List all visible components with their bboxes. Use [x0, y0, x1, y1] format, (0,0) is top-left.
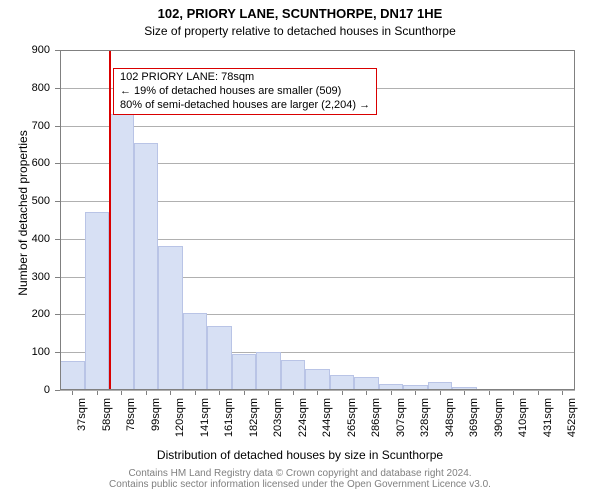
x-tick-label: 307sqm [395, 398, 407, 437]
x-tick-label: 244sqm [321, 398, 333, 437]
bar [354, 377, 379, 390]
chart-subtitle: Size of property relative to detached ho… [0, 24, 600, 38]
x-tick-label: 431sqm [542, 398, 554, 437]
bar [305, 369, 330, 390]
x-tick-label: 182sqm [248, 398, 260, 437]
x-tick-label: 161sqm [223, 398, 235, 437]
bar [403, 385, 428, 390]
y-tick-label: 800 [0, 82, 50, 94]
x-tick-label: 369sqm [468, 398, 480, 437]
bar [330, 375, 355, 390]
highlight-marker-line [109, 50, 111, 390]
x-tick-label: 203sqm [272, 398, 284, 437]
x-tick-label: 37sqm [76, 398, 88, 431]
x-tick-label: 348sqm [444, 398, 456, 437]
x-tick-label: 390sqm [493, 398, 505, 437]
attribution-line1: Contains HM Land Registry data © Crown c… [0, 468, 600, 479]
bar [232, 354, 257, 390]
x-tick-label: 58sqm [101, 398, 113, 431]
y-tick-label: 0 [0, 384, 50, 396]
y-tick-label: 300 [0, 271, 50, 283]
y-tick-label: 400 [0, 233, 50, 245]
infobox-line3: 80% of semi-detached houses are larger (… [120, 99, 370, 113]
y-tick-label: 200 [0, 308, 50, 320]
attribution-line2: Contains public sector information licen… [0, 479, 600, 490]
x-tick-label: 141sqm [199, 398, 211, 437]
y-tick-label: 500 [0, 195, 50, 207]
bar [183, 313, 208, 390]
infobox-line2: ← 19% of detached houses are smaller (50… [120, 85, 370, 99]
x-tick-label: 328sqm [419, 398, 431, 437]
bar [158, 246, 183, 390]
bar [134, 143, 159, 390]
bar [109, 114, 134, 390]
x-tick-label: 120sqm [174, 398, 186, 437]
bar [85, 212, 110, 390]
chart-container: 102, PRIORY LANE, SCUNTHORPE, DN17 1HE S… [0, 0, 600, 500]
bar [428, 382, 453, 390]
x-tick-label: 410sqm [517, 398, 529, 437]
bar [379, 384, 404, 390]
x-tick-label: 265sqm [346, 398, 358, 437]
bar [60, 361, 85, 390]
bar [256, 352, 281, 390]
y-tick-label: 100 [0, 346, 50, 358]
x-tick-label: 78sqm [125, 398, 137, 431]
x-axis-label: Distribution of detached houses by size … [0, 448, 600, 462]
y-tick-label: 700 [0, 120, 50, 132]
x-tick-label: 452sqm [566, 398, 578, 437]
bar [207, 326, 232, 390]
info-box: 102 PRIORY LANE: 78sqm ← 19% of detached… [113, 68, 377, 115]
y-axis-label: Number of detached properties [16, 111, 30, 315]
gridline [60, 390, 575, 391]
x-tick-label: 99sqm [150, 398, 162, 431]
attribution: Contains HM Land Registry data © Crown c… [0, 468, 600, 490]
x-tick-label: 286sqm [370, 398, 382, 437]
y-tick-label: 900 [0, 44, 50, 56]
chart-title: 102, PRIORY LANE, SCUNTHORPE, DN17 1HE [0, 6, 600, 21]
infobox-line1: 102 PRIORY LANE: 78sqm [120, 71, 370, 85]
x-tick-label: 224sqm [297, 398, 309, 437]
bar [281, 360, 306, 390]
bar [452, 387, 477, 390]
y-tick-label: 600 [0, 157, 50, 169]
